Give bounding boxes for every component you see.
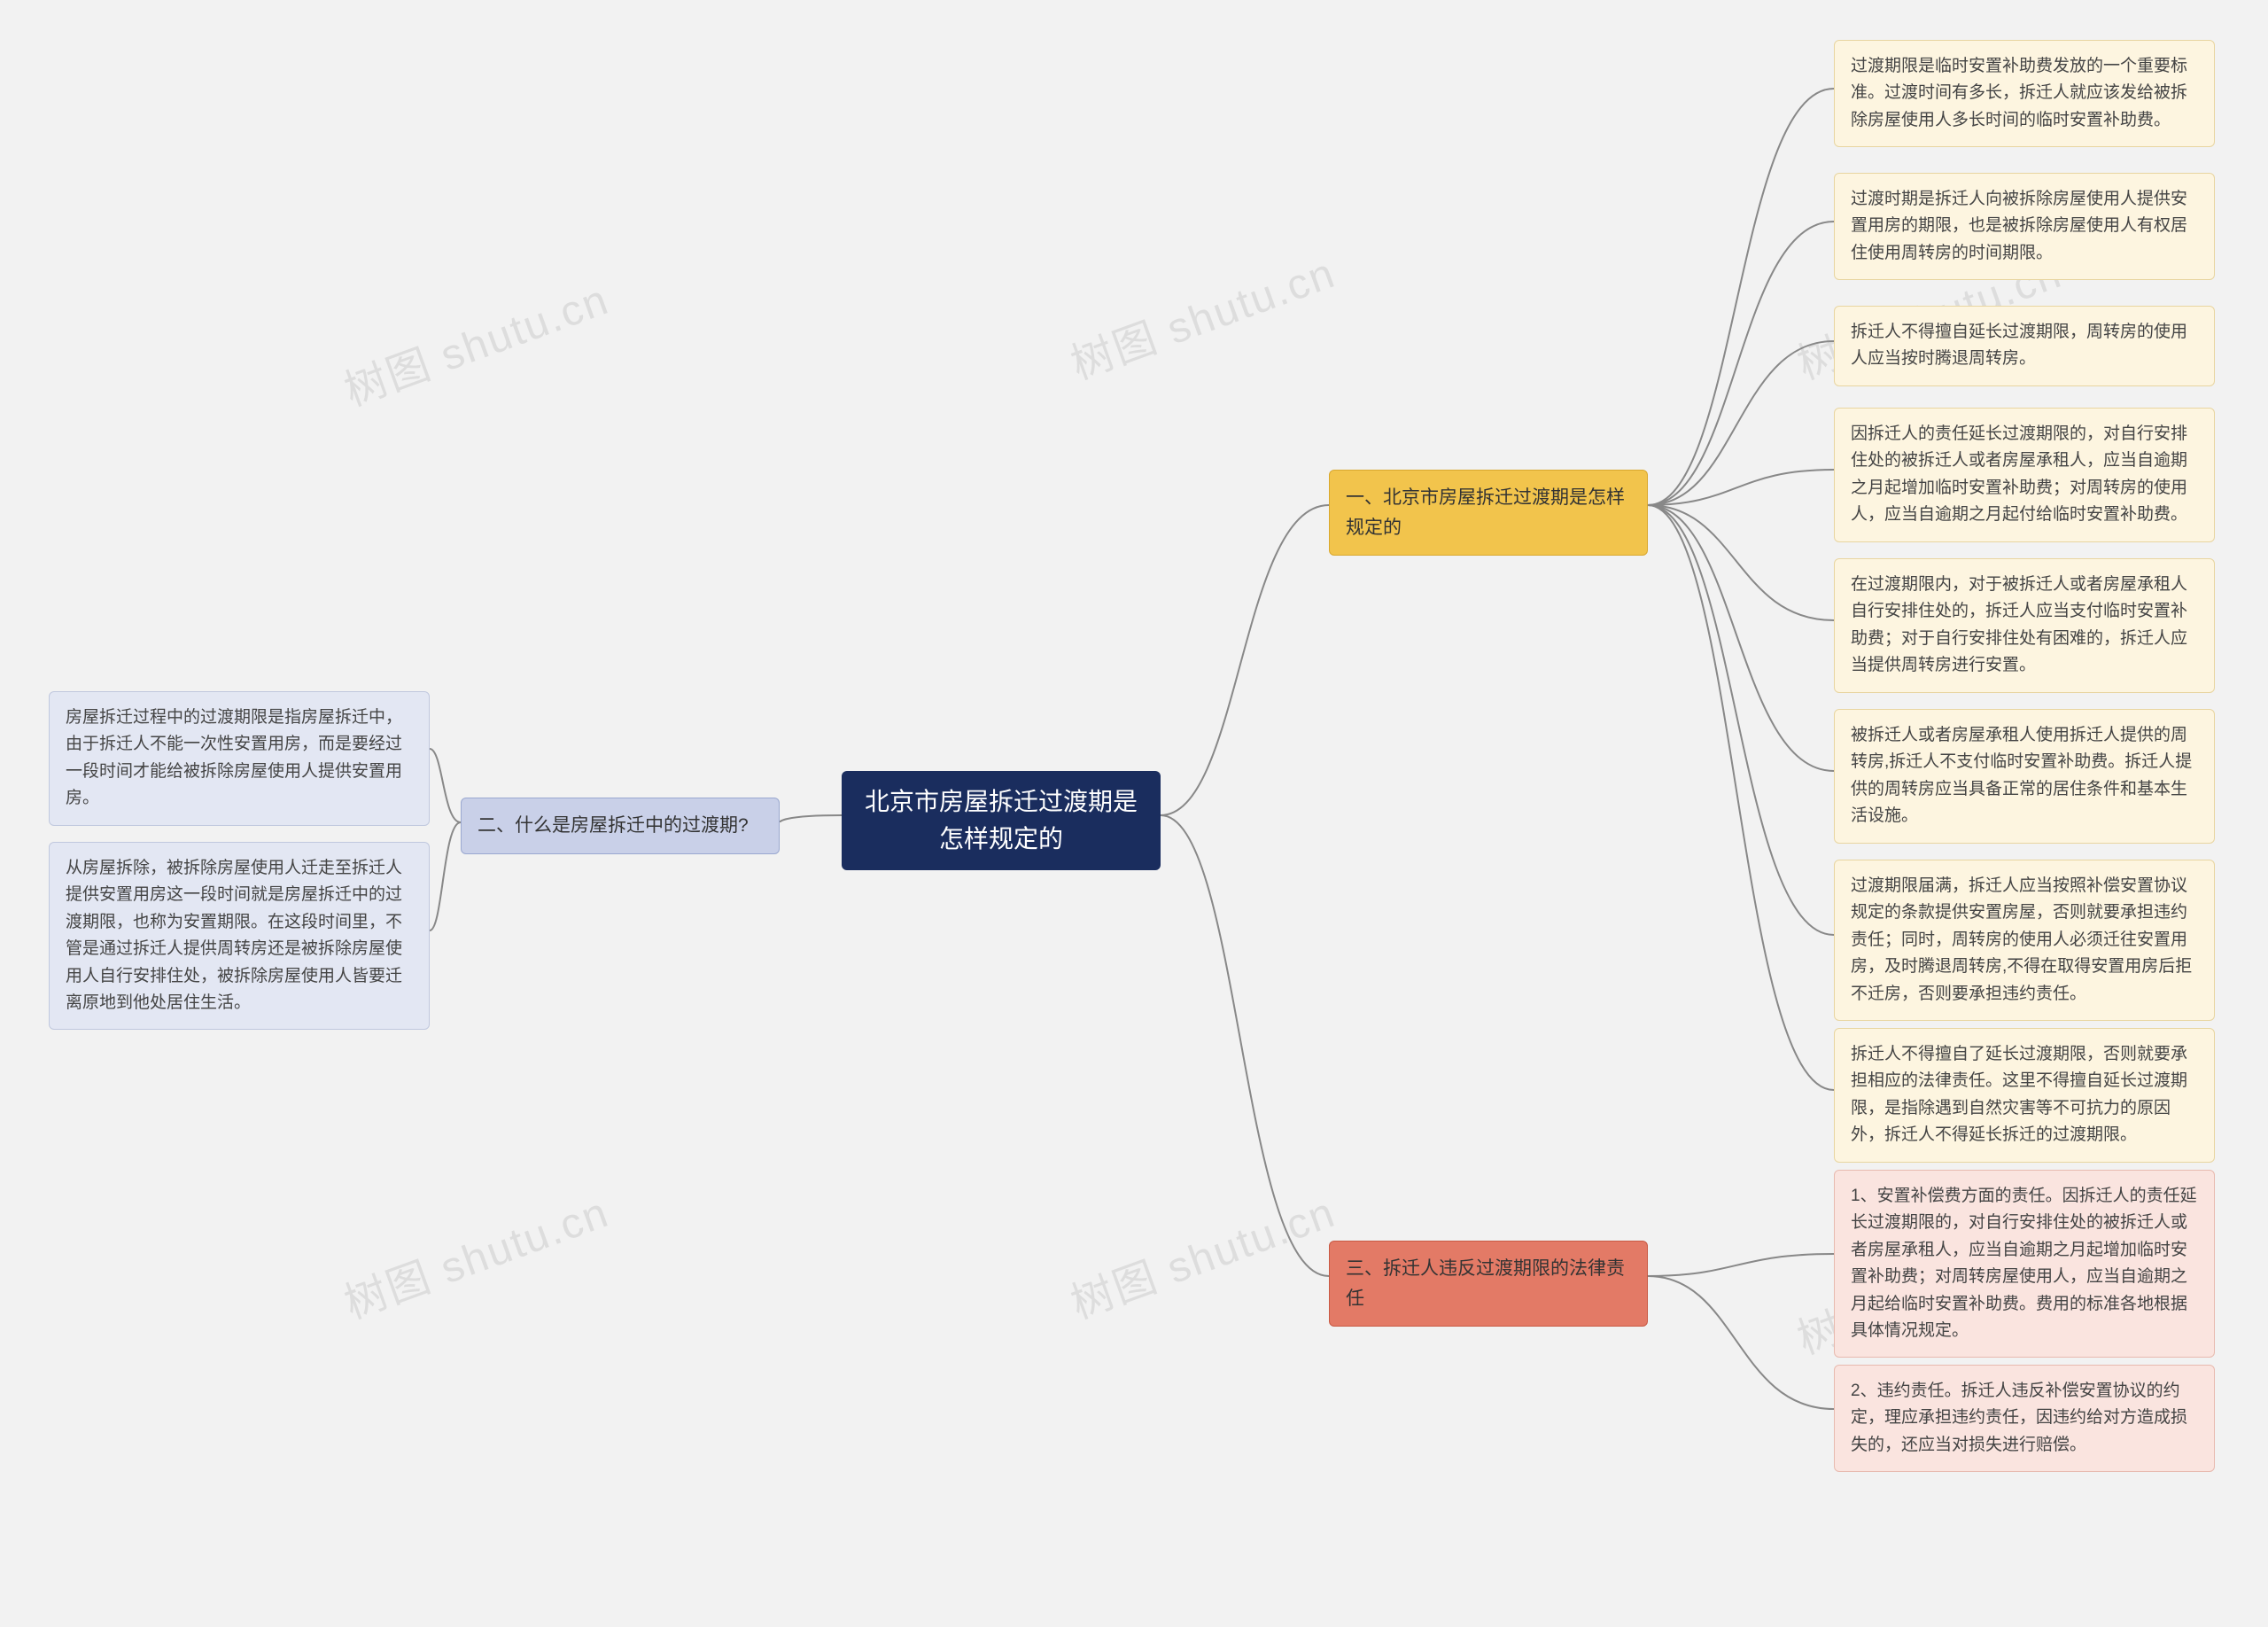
branch-node-1[interactable]: 一、北京市房屋拆迁过渡期是怎样规定的 xyxy=(1329,470,1648,556)
leaf-node[interactable]: 被拆迁人或者房屋承租人使用拆迁人提供的周转房,拆迁人不支付临时安置补助费。拆迁人… xyxy=(1834,709,2215,844)
leaf-node[interactable]: 过渡时期是拆迁人向被拆除房屋使用人提供安置用房的期限，也是被拆除房屋使用人有权居… xyxy=(1834,173,2215,280)
branch-node-3[interactable]: 三、拆迁人违反过渡期限的法律责任 xyxy=(1329,1241,1648,1327)
connector-line xyxy=(1648,505,1834,620)
connector-line xyxy=(1648,505,1834,1090)
root-node[interactable]: 北京市房屋拆迁过渡期是怎样规定的 xyxy=(842,771,1161,870)
connector-line xyxy=(1648,222,1834,505)
connector-line xyxy=(1648,341,1834,505)
leaf-node[interactable]: 因拆迁人的责任延长过渡期限的，对自行安排住处的被拆迁人或者房屋承租人，应当自逾期… xyxy=(1834,408,2215,542)
leaf-node[interactable]: 拆迁人不得擅自延长过渡期限，周转房的使用人应当按时腾退周转房。 xyxy=(1834,306,2215,386)
watermark: 树图 shutu.cn xyxy=(1060,238,1342,392)
connector-line xyxy=(1648,1254,1834,1276)
connector-line xyxy=(430,822,461,930)
connector-line xyxy=(1648,505,1834,771)
leaf-node[interactable]: 过渡期限是临时安置补助费发放的一个重要标准。过渡时间有多长，拆迁人就应该发给被拆… xyxy=(1834,40,2215,147)
leaf-node[interactable]: 2、违约责任。拆迁人违反补偿安置协议的约定，理应承担违约责任，因违约给对方造成损… xyxy=(1834,1365,2215,1472)
watermark: 树图 shutu.cn xyxy=(334,265,616,418)
connector-line xyxy=(780,815,842,822)
connector-line xyxy=(430,749,461,822)
connector-line xyxy=(1648,89,1834,505)
connector-line xyxy=(1648,505,1834,935)
leaf-node[interactable]: 拆迁人不得擅自了延长过渡期限，否则就要承担相应的法律责任。这里不得擅自延长过渡期… xyxy=(1834,1028,2215,1163)
leaf-node[interactable]: 在过渡期限内，对于被拆迁人或者房屋承租人自行安排住处的，拆迁人应当支付临时安置补… xyxy=(1834,558,2215,693)
watermark: 树图 shutu.cn xyxy=(1060,1178,1342,1331)
leaf-node[interactable]: 过渡期限届满，拆迁人应当按照补偿安置协议规定的条款提供安置房屋，否则就要承担违约… xyxy=(1834,860,2215,1021)
connector-line xyxy=(1648,470,1834,505)
connector-line xyxy=(1648,1276,1834,1409)
leaf-node[interactable]: 从房屋拆除，被拆除房屋使用人迁走至拆迁人提供安置用房这一段时间就是房屋拆迁中的过… xyxy=(49,842,430,1030)
connector-line xyxy=(1161,505,1329,815)
leaf-node[interactable]: 房屋拆迁过程中的过渡期限是指房屋拆迁中，由于拆迁人不能一次性安置用房，而是要经过… xyxy=(49,691,430,826)
leaf-node[interactable]: 1、安置补偿费方面的责任。因拆迁人的责任延长过渡期限的，对自行安排住处的被拆迁人… xyxy=(1834,1170,2215,1358)
watermark: 树图 shutu.cn xyxy=(334,1178,616,1331)
branch-node-2[interactable]: 二、什么是房屋拆迁中的过渡期? xyxy=(461,798,780,854)
connector-line xyxy=(1161,815,1329,1276)
